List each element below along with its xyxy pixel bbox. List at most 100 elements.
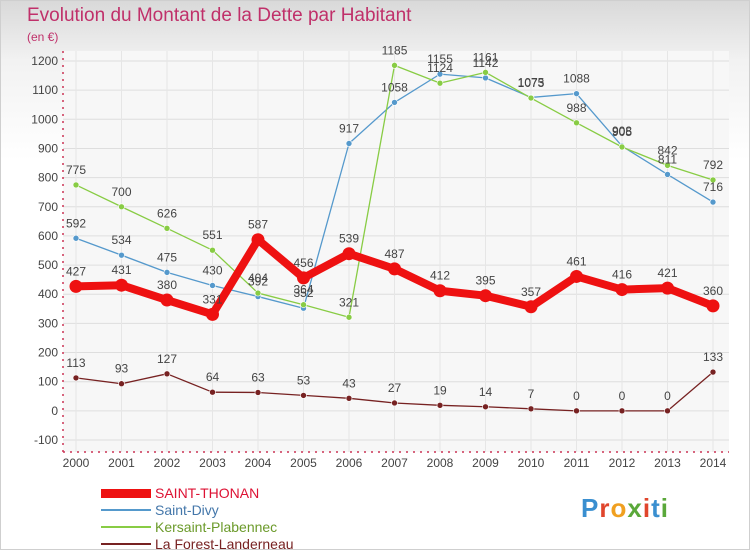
data-label: 321 xyxy=(339,295,359,309)
data-label: 905 xyxy=(612,125,632,139)
x-tick-label: 2013 xyxy=(654,456,681,470)
series-point-3 xyxy=(209,388,216,396)
legend-swatch xyxy=(101,509,151,511)
series-point-3 xyxy=(72,374,80,382)
x-tick-label: 2002 xyxy=(154,456,181,470)
x-tick-label: 2007 xyxy=(381,456,408,470)
data-label: 1161 xyxy=(473,50,499,64)
data-label: 416 xyxy=(612,268,632,282)
data-label: 461 xyxy=(566,254,586,268)
legend-label: La Forest-Landerneau xyxy=(155,536,294,552)
x-tick-label: 2005 xyxy=(290,456,317,470)
y-tick-label: 700 xyxy=(38,200,58,214)
series-point-1 xyxy=(573,90,580,97)
data-label: 534 xyxy=(111,233,131,247)
y-tick-label: 0 xyxy=(51,404,58,418)
series-point-2 xyxy=(664,162,671,169)
x-tick-label: 2008 xyxy=(427,456,454,470)
data-label: 1075 xyxy=(518,75,545,89)
series-point-2 xyxy=(254,289,262,297)
data-label: 27 xyxy=(388,381,402,395)
data-label: 0 xyxy=(619,389,626,403)
data-label: 19 xyxy=(433,383,447,397)
data-label: 364 xyxy=(293,283,313,297)
data-label: 113 xyxy=(66,356,85,370)
series-point-1 xyxy=(209,282,216,289)
series-point-1 xyxy=(345,140,353,147)
series-point-3 xyxy=(391,399,398,407)
y-tick-label: 1100 xyxy=(32,83,58,97)
chart-unit: (en €) xyxy=(27,30,59,44)
data-label: 1058 xyxy=(381,80,408,94)
y-tick-label: 1200 xyxy=(31,54,58,68)
series-point-0 xyxy=(615,283,629,297)
data-label: 487 xyxy=(384,247,404,261)
series-point-1 xyxy=(436,70,444,78)
data-label: 380 xyxy=(157,278,177,292)
chart-title: Evolution du Montant de la Dette par Hab… xyxy=(27,5,412,26)
series-point-2 xyxy=(118,203,125,211)
legend-swatch xyxy=(101,543,151,545)
logo-letter: i xyxy=(660,493,669,523)
data-label: 716 xyxy=(703,180,723,194)
series-point-2 xyxy=(573,119,580,127)
series-point-3 xyxy=(118,380,125,388)
data-label: 475 xyxy=(157,250,177,264)
legend-swatch xyxy=(101,488,151,498)
data-label: 0 xyxy=(664,389,671,403)
logo-letter: o xyxy=(610,493,628,523)
data-label: 551 xyxy=(202,228,222,242)
series-point-1 xyxy=(163,269,171,276)
data-label: 404 xyxy=(248,271,268,285)
series-point-3 xyxy=(618,407,626,415)
data-label: 1073 xyxy=(518,76,545,90)
data-label: 53 xyxy=(297,373,311,387)
data-label: 360 xyxy=(703,284,723,298)
y-tick-label: 600 xyxy=(38,229,58,243)
series-point-3 xyxy=(163,370,171,378)
x-tick-label: 2006 xyxy=(336,456,363,470)
data-label: 700 xyxy=(111,185,131,199)
data-label: 93 xyxy=(115,362,129,376)
series-point-0 xyxy=(251,233,265,247)
x-tick-label: 2012 xyxy=(609,456,636,470)
data-label: 539 xyxy=(339,232,359,246)
series-point-1 xyxy=(664,171,671,178)
series-point-3 xyxy=(436,402,444,409)
y-tick-label: 800 xyxy=(38,171,58,185)
data-label: 431 xyxy=(111,263,131,277)
series-point-3 xyxy=(345,395,353,402)
series-point-3 xyxy=(527,405,535,413)
series-point-0 xyxy=(160,293,174,307)
data-label: 14 xyxy=(479,385,493,399)
data-label: 352 xyxy=(293,286,313,300)
data-label: 1124 xyxy=(427,61,453,75)
y-tick-label: 400 xyxy=(38,287,58,301)
series-point-0 xyxy=(524,300,538,314)
y-tick-label: 1000 xyxy=(31,112,58,126)
series-point-3 xyxy=(664,407,671,415)
y-tick-label: 900 xyxy=(38,141,58,155)
data-label: 1185 xyxy=(382,43,408,57)
series-point-3 xyxy=(709,368,717,376)
data-label: 842 xyxy=(657,143,677,157)
series-point-2 xyxy=(482,69,489,76)
logo-letter: i xyxy=(642,493,652,523)
series-point-2 xyxy=(436,79,444,87)
data-label: 1088 xyxy=(563,72,590,86)
data-label: 127 xyxy=(157,352,177,366)
data-label: 1155 xyxy=(427,52,453,66)
data-label: 395 xyxy=(475,274,495,288)
data-label: 427 xyxy=(66,264,86,278)
data-label: 421 xyxy=(657,266,677,280)
series-point-1 xyxy=(391,99,398,106)
data-label: 1142 xyxy=(473,56,499,70)
data-label: 430 xyxy=(202,263,222,277)
series-point-1 xyxy=(709,198,717,206)
x-tick-label: 2014 xyxy=(700,456,727,470)
logo-letter: P xyxy=(581,493,600,523)
series-point-0 xyxy=(388,262,401,276)
series-point-1 xyxy=(72,234,80,242)
